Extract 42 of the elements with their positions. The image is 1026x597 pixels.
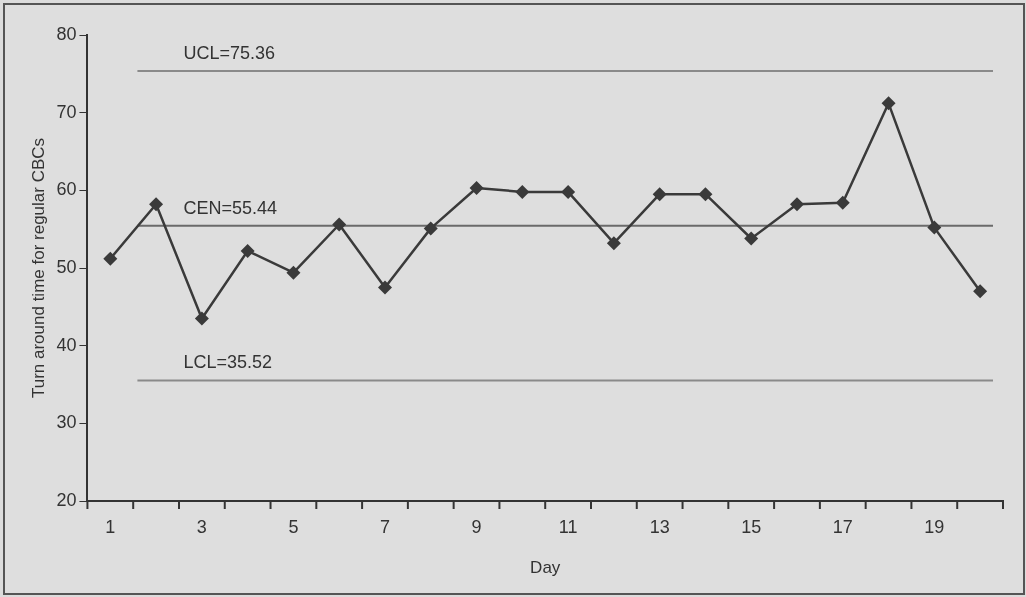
x-tick-label: 11 <box>558 516 578 537</box>
x-tick-label: 7 <box>379 516 390 537</box>
x-tick-label: 5 <box>288 516 299 537</box>
point <box>240 243 255 258</box>
x-tick-label: 1 <box>105 516 116 537</box>
point <box>744 231 759 246</box>
point <box>469 181 484 195</box>
y-axis-title: Turn around time for regular CBCs <box>28 137 48 399</box>
point <box>561 184 576 199</box>
point <box>423 221 438 236</box>
point <box>332 217 347 232</box>
point <box>652 187 667 202</box>
point <box>149 197 164 212</box>
point <box>790 197 804 212</box>
x-tick-label: 17 <box>832 516 853 537</box>
point <box>973 284 988 299</box>
point <box>927 220 942 235</box>
y-tick-label: 20 <box>56 489 77 510</box>
point <box>194 311 209 326</box>
x-axis-title: Day <box>530 558 561 578</box>
x-tick-label: 9 <box>471 516 482 537</box>
y-tick-label: 60 <box>56 179 77 200</box>
x-tick-label: 13 <box>649 516 670 537</box>
y-tick-label: 40 <box>56 334 77 355</box>
x-tick-label: 15 <box>741 516 762 537</box>
point <box>515 184 530 199</box>
y-tick-label: 80 <box>56 23 77 44</box>
x-tick-label: 19 <box>924 516 945 537</box>
ref-line-label: LCL=35.52 <box>183 352 273 373</box>
ref-line-label: CEN=55.44 <box>183 197 278 218</box>
x-tick-label: 3 <box>196 516 207 537</box>
y-tick-label: 70 <box>56 101 77 122</box>
point <box>103 251 118 266</box>
point <box>606 236 621 251</box>
point <box>286 265 301 280</box>
point <box>377 280 392 295</box>
point <box>698 187 713 202</box>
point <box>881 96 896 111</box>
point <box>835 195 850 210</box>
ref-line-label: UCL=75.36 <box>183 43 276 64</box>
y-tick-label: 30 <box>56 412 77 433</box>
y-tick-label: 50 <box>56 256 77 277</box>
